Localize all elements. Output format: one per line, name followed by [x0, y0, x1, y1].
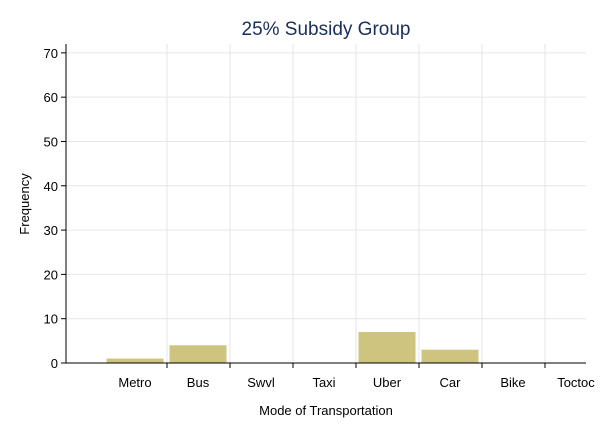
y-axis-label: Frequency: [17, 173, 32, 235]
x-axis-label: Mode of Transportation: [259, 403, 393, 418]
chart-title: 25% Subsidy Group: [242, 19, 411, 40]
y-tick-label-50: 50: [44, 134, 58, 149]
x-tick-label-car: Car: [440, 375, 462, 390]
y-tick-label-10: 10: [44, 312, 58, 327]
y-tick-label-40: 40: [44, 179, 58, 194]
y-tick-label-70: 70: [44, 46, 58, 61]
bar-metro: [106, 358, 164, 363]
x-tick-label-uber: Uber: [373, 375, 402, 390]
y-ticks: 0 10 20 30 40 50 60 70: [44, 46, 66, 371]
bar-uber: [358, 331, 416, 363]
y-tick-label-20: 20: [44, 267, 58, 282]
y-tick-label-30: 30: [44, 223, 58, 238]
bar-bus: [169, 345, 227, 363]
x-tick-label-metro: Metro: [118, 375, 151, 390]
y-tick-label-60: 60: [44, 90, 58, 105]
y-tick-label-0: 0: [51, 356, 58, 371]
x-tick-label-swvl: Swvl: [247, 375, 275, 390]
x-tick-label-taxi: Taxi: [312, 375, 335, 390]
x-tick-label-toctoc: Toctoc: [557, 375, 595, 390]
x-ticks: Metro Bus Swvl Taxi Uber Car Bike Toctoc: [118, 363, 595, 390]
bars: [106, 331, 479, 363]
x-tick-label-bus: Bus: [187, 375, 210, 390]
x-tick-label-bike: Bike: [500, 375, 525, 390]
bar-car: [421, 349, 479, 363]
gridlines: [66, 44, 586, 364]
